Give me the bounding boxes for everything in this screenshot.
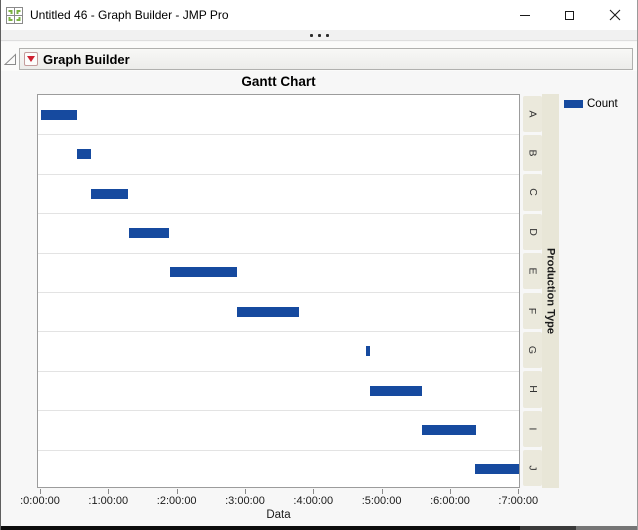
x-tick-label: :1:00:00 (88, 495, 129, 507)
gantt-bar-a[interactable] (41, 109, 78, 120)
gantt-bar-f[interactable] (237, 306, 300, 317)
legend[interactable]: Count (564, 98, 618, 110)
gantt-bar-i[interactable] (422, 424, 477, 435)
row-gridline (38, 253, 519, 254)
legend-swatch (564, 100, 583, 108)
x-tick-label: :6:00:00 (430, 495, 470, 507)
minimize-icon (519, 14, 530, 16)
report-header: Graph Builder (1, 47, 637, 71)
gantt-bar-h[interactable] (370, 385, 423, 396)
x-tick (245, 489, 246, 494)
category-label-cell-a: A (523, 95, 542, 132)
x-tick (108, 489, 110, 494)
maximize-icon (565, 10, 574, 20)
x-tick-label: :2:00:00 (156, 495, 197, 507)
x-tick-label: :3:00:00 (225, 495, 265, 507)
x-tick-label: :7:00:00 (498, 495, 539, 507)
category-label-cell-b: B (523, 134, 542, 172)
window-controls (502, 0, 637, 30)
row-gridline (38, 134, 519, 135)
chart-title: Gantt Chart (241, 74, 316, 89)
report-title: Graph Builder (43, 51, 130, 67)
x-tick (450, 489, 451, 494)
x-tick (313, 489, 315, 494)
window-title: Untitled 46 - Graph Builder - JMP Pro (30, 8, 229, 22)
chart-region: Gantt Chart :0:00:00 :1:00:00 :2:00:00 :3:0… (1, 71, 637, 526)
close-icon (609, 9, 620, 21)
x-tick (518, 489, 520, 494)
category-label-cell-j: J (523, 450, 542, 487)
category-label-cell-c: C (523, 174, 542, 211)
x-tick-label: :0:00:00 (20, 495, 60, 507)
red-triangle-menu-button[interactable] (24, 52, 38, 66)
row-gridline (38, 174, 519, 175)
legend-label: Count (587, 98, 618, 110)
x-tick (381, 489, 383, 494)
category-label-cell-f: F (523, 292, 542, 329)
collapsed-menu-strip (1, 30, 637, 41)
category-label-cell-i: I (523, 410, 542, 448)
spacer-strip (1, 42, 637, 47)
right-axis-title-strip: Production Type (542, 94, 559, 488)
category-label-cell-h: H (523, 371, 542, 408)
plot-area[interactable] (37, 94, 520, 488)
gantt-bar-b[interactable] (77, 149, 91, 160)
row-gridline (38, 371, 519, 372)
row-gridline (38, 213, 519, 214)
x-axis-title: Data (266, 509, 291, 521)
row-gridline (38, 331, 519, 332)
maximize-button[interactable] (547, 0, 592, 30)
x-tick (176, 489, 178, 494)
x-tick-label: :5:00:00 (361, 495, 402, 507)
disclosure-triangle-icon[interactable] (3, 52, 18, 67)
minimize-button[interactable] (502, 0, 547, 30)
close-button[interactable] (592, 0, 637, 30)
gantt-bar-j[interactable] (474, 464, 520, 475)
red-triangle-icon (27, 56, 35, 62)
row-gridline (38, 292, 519, 293)
x-tick (40, 489, 41, 494)
window-bottom-edge (1, 526, 637, 530)
row-gridline (38, 410, 519, 411)
menu-overflow-icon[interactable] (309, 34, 329, 37)
right-axis-title: Production Type (544, 248, 557, 334)
category-label-cell-g: G (523, 331, 542, 369)
title-bar: Untitled 46 - Graph Builder - JMP Pro (1, 0, 637, 30)
category-label-cell-d: D (523, 213, 542, 251)
category-label-cell-e: E (523, 253, 542, 290)
row-gridline (38, 450, 519, 451)
graph-builder-header-box: Graph Builder (19, 48, 633, 70)
gantt-bar-d[interactable] (129, 227, 170, 238)
gantt-bar-c[interactable] (90, 188, 129, 199)
x-tick-label: :4:00:00 (293, 495, 334, 507)
gantt-bar-g[interactable] (366, 346, 371, 357)
gantt-bar-e[interactable] (169, 267, 238, 278)
jmp-app-icon (6, 6, 23, 24)
